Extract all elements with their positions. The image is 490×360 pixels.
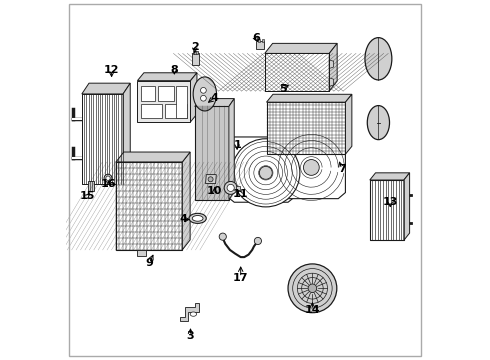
Polygon shape [195, 107, 229, 200]
Polygon shape [192, 53, 199, 64]
Polygon shape [274, 136, 345, 199]
Circle shape [106, 176, 110, 180]
Ellipse shape [368, 105, 390, 140]
Circle shape [232, 139, 300, 207]
Polygon shape [256, 41, 264, 49]
Polygon shape [193, 51, 198, 54]
Polygon shape [137, 250, 147, 256]
Circle shape [288, 264, 337, 313]
Circle shape [224, 181, 237, 194]
Text: 9: 9 [146, 258, 153, 268]
Polygon shape [195, 99, 234, 107]
Polygon shape [182, 152, 190, 250]
Text: 4: 4 [179, 215, 187, 224]
Circle shape [254, 237, 262, 244]
Text: 8: 8 [171, 64, 178, 75]
Ellipse shape [365, 38, 392, 80]
Polygon shape [88, 181, 94, 192]
Ellipse shape [193, 77, 217, 111]
Polygon shape [370, 180, 404, 240]
Polygon shape [82, 83, 130, 94]
Text: 4: 4 [211, 93, 219, 103]
Bar [166, 104, 187, 118]
Circle shape [200, 95, 206, 101]
Polygon shape [236, 186, 240, 190]
Polygon shape [137, 81, 191, 122]
Polygon shape [205, 175, 216, 184]
Bar [141, 104, 162, 118]
Circle shape [303, 159, 319, 175]
Polygon shape [329, 43, 337, 91]
Text: 5: 5 [279, 84, 287, 94]
Text: 6: 6 [252, 33, 260, 43]
Polygon shape [116, 152, 190, 162]
Circle shape [104, 174, 112, 182]
Polygon shape [123, 83, 130, 184]
Polygon shape [265, 43, 337, 53]
Text: 17: 17 [233, 273, 248, 283]
Text: 3: 3 [187, 331, 195, 341]
Text: 1: 1 [233, 140, 241, 150]
Polygon shape [265, 53, 329, 91]
Ellipse shape [192, 216, 203, 221]
Polygon shape [262, 39, 264, 42]
Bar [158, 86, 174, 101]
Polygon shape [225, 137, 297, 202]
Ellipse shape [190, 312, 196, 316]
Polygon shape [345, 94, 352, 154]
Text: 11: 11 [233, 189, 248, 199]
Text: 10: 10 [207, 186, 222, 197]
Polygon shape [258, 39, 260, 42]
Circle shape [219, 233, 226, 240]
Text: 12: 12 [104, 64, 120, 75]
Text: 13: 13 [383, 197, 398, 207]
Polygon shape [329, 60, 334, 68]
Bar [176, 86, 187, 118]
Text: 7: 7 [338, 164, 346, 174]
Circle shape [259, 166, 272, 179]
Bar [141, 86, 155, 101]
Circle shape [208, 177, 213, 182]
Circle shape [227, 184, 234, 192]
Circle shape [200, 87, 206, 93]
Polygon shape [180, 303, 199, 320]
Text: 2: 2 [191, 42, 198, 52]
Text: 14: 14 [305, 305, 320, 315]
Polygon shape [404, 173, 410, 240]
Polygon shape [116, 162, 182, 250]
Polygon shape [229, 99, 234, 200]
Text: 16: 16 [101, 179, 117, 189]
Polygon shape [329, 78, 334, 86]
Ellipse shape [189, 213, 206, 224]
Text: 15: 15 [79, 191, 95, 201]
Polygon shape [191, 73, 197, 122]
Polygon shape [267, 94, 352, 102]
Polygon shape [82, 94, 123, 184]
Polygon shape [137, 73, 197, 81]
Polygon shape [267, 102, 345, 154]
Polygon shape [370, 173, 410, 180]
Circle shape [308, 284, 317, 293]
